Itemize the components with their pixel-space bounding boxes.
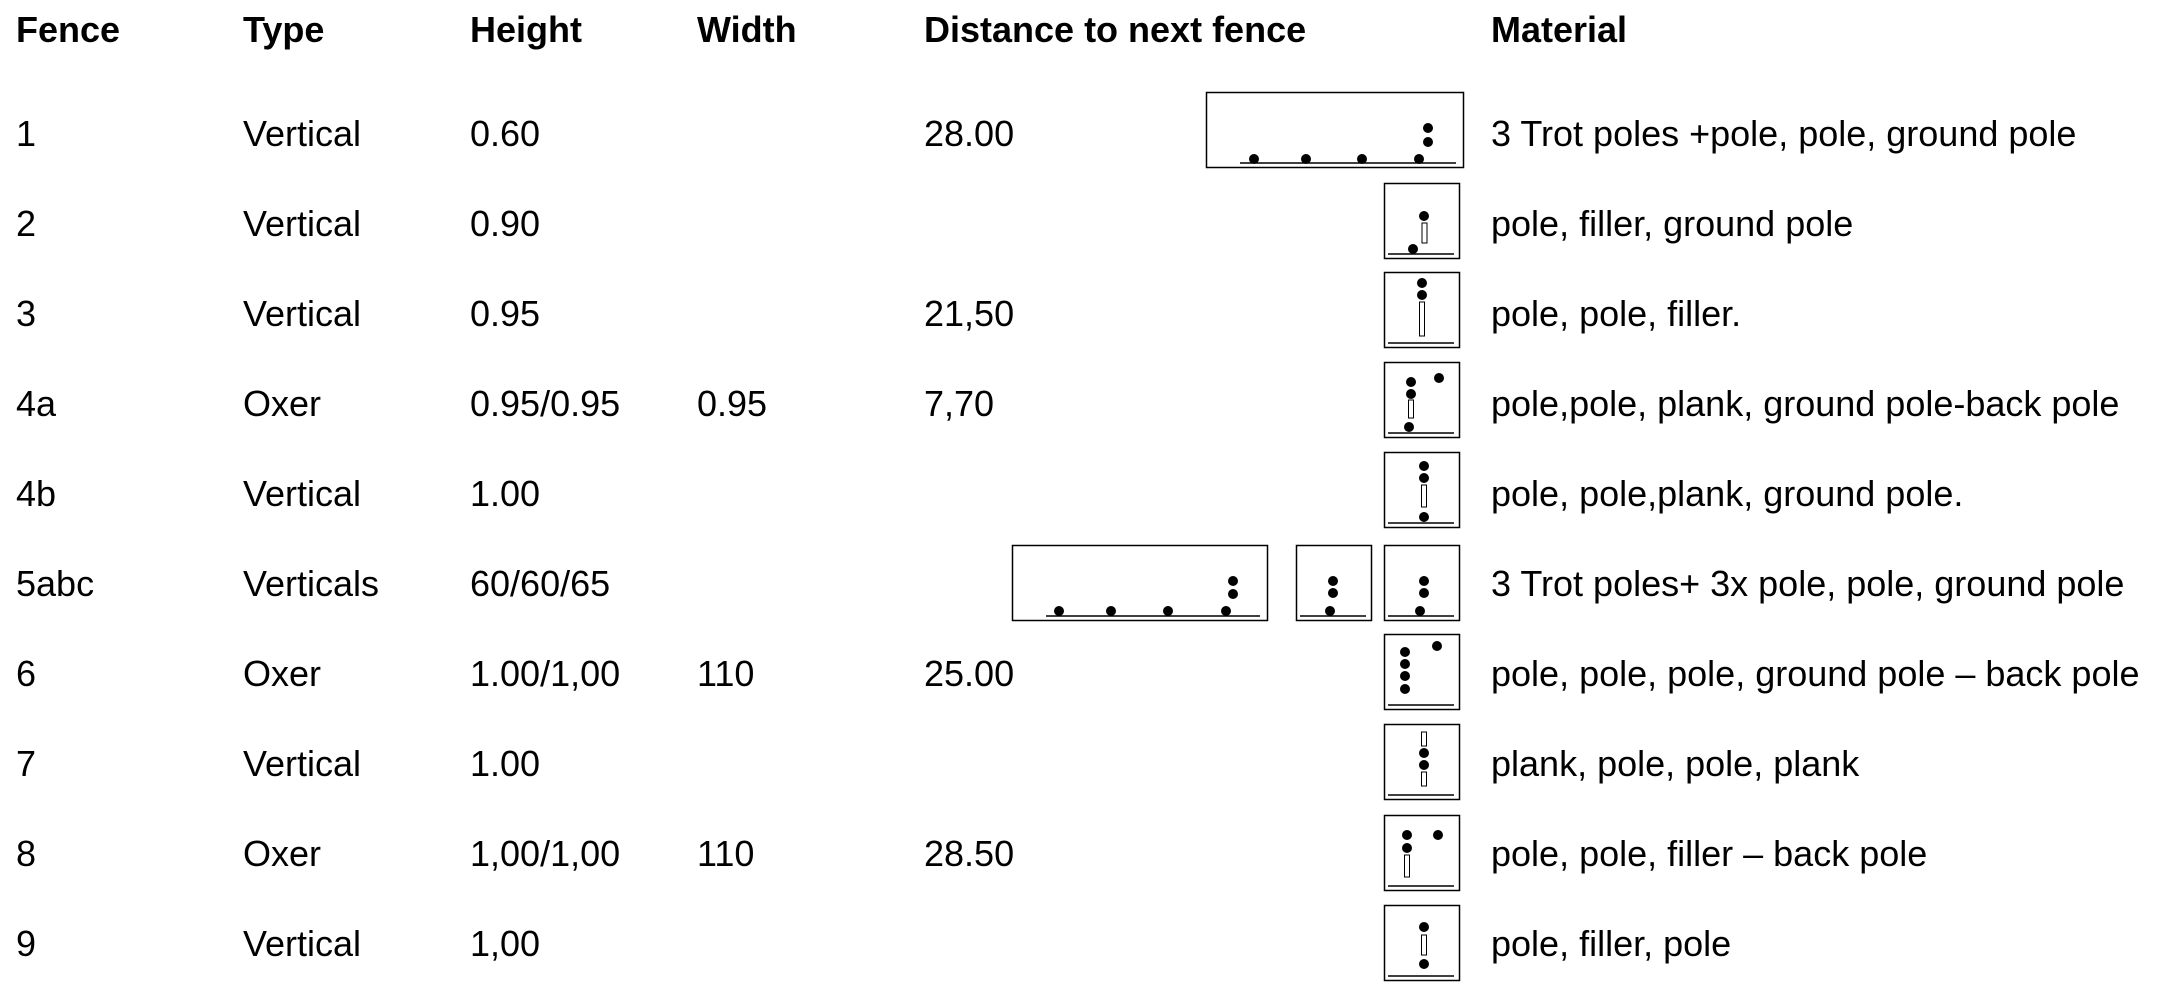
fence-diagram	[1383, 361, 1461, 439]
fence-diagram	[1383, 182, 1461, 260]
fence-number: 4a	[16, 383, 57, 424]
fence-number: 1	[16, 113, 37, 154]
fence-height: 0.95/0.95	[470, 383, 621, 424]
fence-height: 60/60/65	[470, 563, 611, 604]
header-width: Width	[697, 9, 797, 50]
fence-type: Vertical	[243, 473, 362, 514]
fence-type: Vertical	[243, 923, 362, 964]
table-row: 6 Oxer 1.00/1,00 110 25.00 pole, pole, p…	[0, 629, 2169, 719]
fence-width: 110	[697, 653, 755, 694]
fence-type: Verticals	[243, 563, 380, 604]
fence-type: Vertical	[243, 293, 362, 334]
fence-diagram	[1383, 723, 1461, 801]
fence-type: Oxer	[243, 383, 322, 424]
fence-height: 1,00	[470, 923, 541, 964]
fence-width: 110	[697, 833, 755, 874]
header-material: Material	[1491, 9, 1628, 50]
fence-height: 0.60	[470, 113, 541, 154]
header-height: Height	[470, 9, 582, 50]
fence-type: Vertical	[243, 203, 362, 244]
fence-number: 4b	[16, 473, 57, 514]
table-row: 4a Oxer 0.95/0.95 0.95 7,70 pole,pole, p…	[0, 359, 2169, 449]
header-distance: Distance to next fence	[924, 9, 1307, 50]
fence-number: 8	[16, 833, 37, 874]
fence-number: 6	[16, 653, 37, 694]
table-row: 1 Vertical 0.60 28.00 3 Trot poles +pole…	[0, 89, 2169, 179]
fence-distance: 7,70	[924, 383, 995, 424]
fence-diagram	[1383, 271, 1461, 349]
fence-diagram	[1205, 91, 1465, 169]
fence-diagram	[1383, 451, 1461, 529]
fence-number: 7	[16, 743, 37, 784]
fence-diagram-5a	[1011, 544, 1269, 622]
fence-height: 1,00/1,00	[470, 833, 621, 874]
table-row: 9 Vertical 1,00 pole, filler, pole	[0, 899, 2169, 989]
header-type: Type	[243, 9, 325, 50]
table-row: 2 Vertical 0.90 pole, filler, ground pol…	[0, 179, 2169, 269]
fence-material: pole, pole, pole, ground pole – back pol…	[1491, 653, 2140, 694]
fence-material: 3 Trot poles +pole, pole, ground pole	[1491, 113, 2077, 154]
fence-type: Oxer	[243, 833, 322, 874]
fence-number: 2	[16, 203, 37, 244]
fence-height: 0.95	[470, 293, 541, 334]
fence-distance: 25.00	[924, 653, 1015, 694]
fence-height: 1.00/1,00	[470, 653, 621, 694]
table-row: 7 Vertical 1.00 plank, pole, pole, plank	[0, 719, 2169, 809]
fence-material: plank, pole, pole, plank	[1491, 743, 1860, 784]
fence-number: 9	[16, 923, 37, 964]
fence-height: 1.00	[470, 743, 541, 784]
fence-diagram	[1383, 814, 1461, 892]
fence-diagram	[1383, 633, 1461, 711]
fence-material: pole, pole,plank, ground pole.	[1491, 473, 1964, 514]
fence-number: 3	[16, 293, 37, 334]
fence-distance: 28.00	[924, 113, 1015, 154]
fence-diagram-5b	[1295, 544, 1373, 622]
fence-diagram-5c	[1383, 544, 1461, 622]
fence-type: Vertical	[243, 113, 362, 154]
fence-distance: 21,50	[924, 293, 1015, 334]
fence-material: pole, pole, filler – back pole	[1491, 833, 1928, 874]
fence-material: pole, pole, filler.	[1491, 293, 1742, 334]
fence-height: 0.90	[470, 203, 541, 244]
fence-material: 3 Trot poles+ 3x pole, pole, ground pole	[1491, 563, 2125, 604]
fence-diagram	[1383, 904, 1461, 982]
table-row: 5abc Verticals 60/60/65 3 Trot poles+ 3x…	[0, 539, 2169, 629]
header-fence: Fence	[16, 9, 121, 50]
table-row: 3 Vertical 0.95 21,50 pole, pole, filler…	[0, 269, 2169, 359]
fence-height: 1.00	[470, 473, 541, 514]
fence-type: Oxer	[243, 653, 322, 694]
fence-material: pole, filler, pole	[1491, 923, 1732, 964]
fence-material: pole, filler, ground pole	[1491, 203, 1854, 244]
table-row: 8 Oxer 1,00/1,00 110 28.50 pole, pole, f…	[0, 809, 2169, 899]
fence-width: 0.95	[697, 383, 768, 424]
fence-type: Vertical	[243, 743, 362, 784]
fence-number: 5abc	[16, 563, 95, 604]
table-row: 4b Vertical 1.00 pole, pole,plank, groun…	[0, 449, 2169, 539]
fence-material: pole,pole, plank, ground pole-back pole	[1491, 383, 2120, 424]
fence-distance: 28.50	[924, 833, 1015, 874]
